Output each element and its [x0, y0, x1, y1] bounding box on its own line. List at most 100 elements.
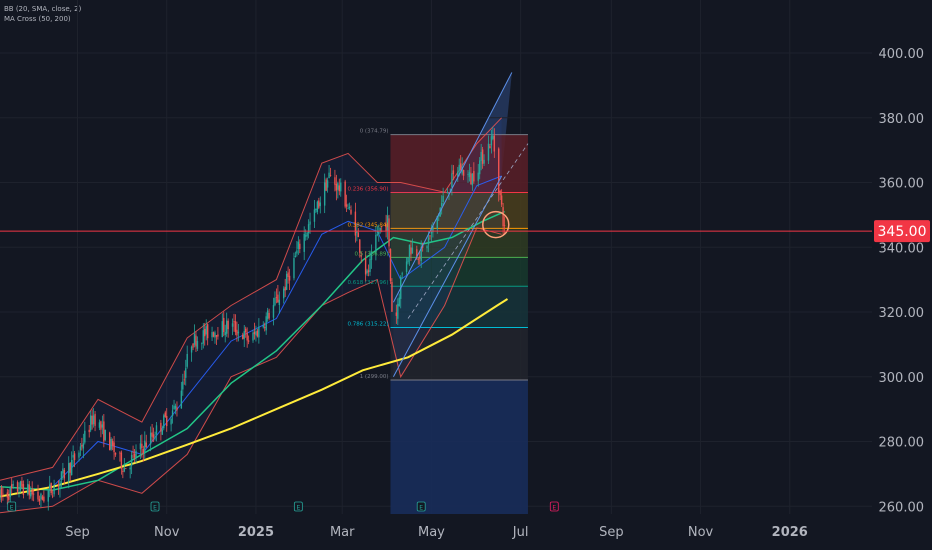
candle-body: [149, 432, 152, 445]
candle-body: [471, 173, 474, 186]
candle-body: [110, 438, 112, 450]
price-tick-label: 300.00: [879, 371, 925, 386]
candle-body: [350, 209, 352, 214]
candle-body: [344, 181, 346, 207]
candle-body: [70, 460, 73, 476]
candle-body: [11, 484, 13, 489]
candle-body: [309, 221, 311, 225]
bollinger-legend-label[interactable]: BB (20, SMA, close, 2): [4, 5, 82, 13]
candle-body: [180, 390, 183, 409]
candle-body: [316, 201, 319, 212]
candle-body: [161, 429, 164, 435]
sma-50-line: [0, 210, 505, 491]
candle-body: [408, 244, 411, 257]
candle-body: [190, 346, 193, 353]
price-tick-label: 260.00: [879, 500, 925, 515]
candle-body: [440, 203, 443, 207]
candles: [0, 126, 506, 511]
candle-body: [481, 149, 484, 164]
candle-body: [274, 297, 276, 306]
candle-body: [468, 172, 471, 178]
candle-body: [237, 331, 240, 334]
candle-body: [335, 183, 338, 191]
candle-body: [338, 185, 340, 192]
candle-body: [498, 148, 500, 194]
candle-body: [293, 258, 295, 279]
candle-body: [427, 237, 430, 245]
candle-body: [369, 258, 371, 272]
candle-body: [50, 482, 52, 493]
candle-body: [132, 452, 134, 453]
candle-body: [82, 443, 85, 449]
candle-body: [294, 255, 297, 258]
candle-body: [215, 334, 218, 337]
candle-body: [367, 270, 370, 273]
candle-body: [78, 452, 80, 458]
candle-body: [386, 215, 389, 231]
candle-body: [57, 484, 60, 487]
candle-body: [130, 455, 133, 466]
candle-body: [242, 334, 244, 340]
candle-body: [252, 332, 254, 341]
candle-body: [272, 305, 275, 318]
candle-body: [357, 232, 360, 238]
candle-body: [166, 415, 168, 427]
candle-body: [195, 335, 197, 347]
candle-body: [89, 415, 92, 431]
candle-body: [233, 321, 235, 323]
candle-body: [202, 330, 204, 344]
ma-cross-legend-label[interactable]: MA Cross (50, 200): [4, 15, 71, 23]
candle-body: [84, 430, 86, 443]
candle-body: [51, 495, 54, 497]
candle-body: [410, 247, 412, 255]
candle-body: [388, 218, 390, 247]
fib-zone-below: [390, 379, 528, 514]
candle-body: [288, 275, 291, 281]
candle-body: [212, 332, 215, 337]
candle-body: [30, 492, 32, 497]
candle-body: [470, 173, 472, 185]
price-tick-label: 280.00: [879, 436, 925, 451]
candle-body: [225, 320, 228, 334]
candle-body: [88, 429, 90, 433]
candle-body: [348, 206, 351, 209]
price-tick-label: 360.00: [879, 177, 925, 192]
candle-body: [385, 224, 387, 231]
fib-label-0: 0 (374.79): [360, 129, 389, 135]
candle-body: [262, 325, 264, 328]
candle-body: [68, 463, 70, 482]
earnings-marker-label: E: [153, 505, 157, 512]
earnings-marker-label: E: [10, 505, 14, 512]
candle-body: [92, 415, 95, 425]
candle-body: [201, 343, 203, 345]
candle-body: [63, 469, 66, 479]
candle-body: [160, 422, 162, 432]
candle-body: [163, 415, 165, 429]
candle-body: [379, 227, 381, 231]
candle-body: [255, 331, 257, 336]
candle-body: [398, 297, 400, 307]
candle-body: [381, 225, 383, 227]
candle-body: [490, 136, 493, 146]
candle-body: [297, 241, 300, 249]
fib-label-0.618: 0.618 (327.96): [347, 280, 388, 286]
candle-body: [171, 410, 174, 417]
candle-body: [459, 163, 462, 171]
candle-body: [256, 330, 259, 337]
candle-body: [405, 261, 408, 272]
candle-body: [81, 444, 83, 447]
candle-body: [174, 405, 177, 409]
candle-body: [360, 255, 362, 257]
candle-body: [69, 463, 71, 473]
candle-body: [18, 491, 20, 493]
candle-body: [245, 328, 247, 333]
candle-body: [21, 480, 23, 487]
candle-body: [155, 425, 158, 435]
candle-body: [0, 488, 3, 496]
candle-body: [315, 208, 317, 211]
earnings-marker-label: E: [552, 505, 556, 512]
candle-body: [347, 208, 349, 210]
candle-body: [487, 143, 490, 161]
candle-body: [38, 498, 41, 502]
